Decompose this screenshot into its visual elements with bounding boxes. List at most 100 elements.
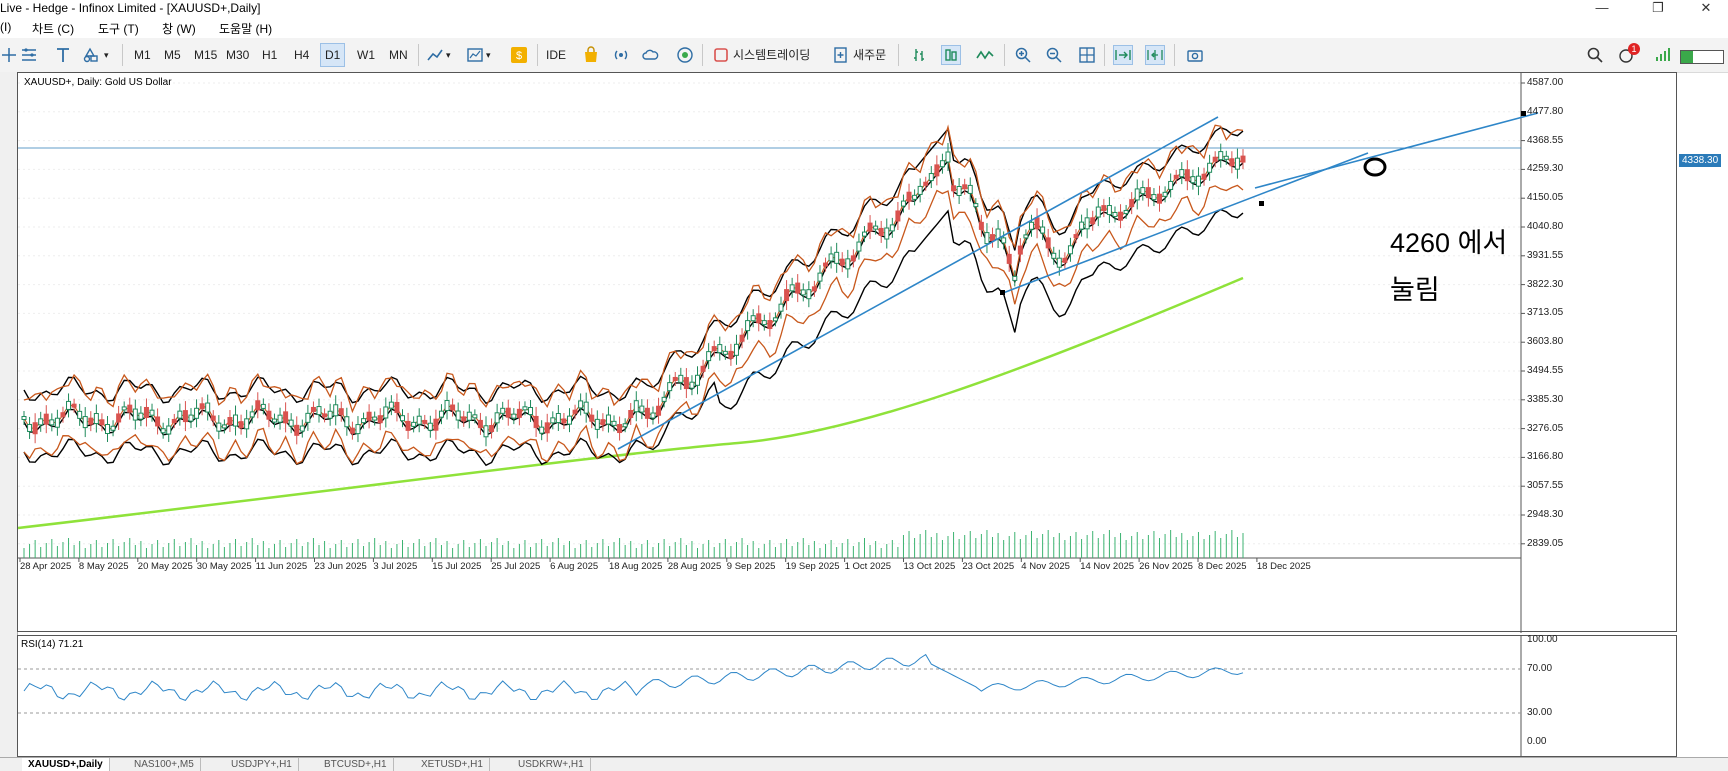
screenshot-icon[interactable] xyxy=(1186,46,1204,64)
chart-shift-icon[interactable] xyxy=(1145,45,1165,65)
candle-body xyxy=(93,413,99,425)
candle-body xyxy=(555,413,561,424)
candle-body xyxy=(210,415,216,421)
candle-body xyxy=(1151,194,1157,201)
candle-body xyxy=(934,164,940,177)
timeframe-m5[interactable]: M5 xyxy=(164,48,181,62)
candle-body xyxy=(1201,173,1207,180)
ide-button[interactable]: IDE xyxy=(546,48,567,62)
candle-body xyxy=(1079,221,1085,230)
candle-body xyxy=(77,410,83,419)
candle-body xyxy=(722,350,728,355)
crosshair-icon[interactable] xyxy=(0,46,18,64)
menu-item-insert[interactable]: (I) xyxy=(0,20,12,34)
toolbar: ▾ M1 M5 M15 M30 H1 H4 D1 W1 MN ▾ ▾ $ IDE… xyxy=(0,38,1728,73)
chevron-down-icon[interactable]: ▾ xyxy=(486,50,491,60)
timeframe-w1[interactable]: W1 xyxy=(357,48,375,62)
new-order-button[interactable]: 새주문 xyxy=(853,48,887,62)
timeframe-h1[interactable]: H1 xyxy=(262,48,278,62)
candle-body xyxy=(1229,158,1235,167)
candle-body xyxy=(1067,245,1073,255)
vps-icon[interactable] xyxy=(676,46,694,64)
grid-icon[interactable] xyxy=(1078,46,1096,64)
timeframe-d1[interactable]: D1 xyxy=(320,43,346,67)
chart-tab-xetusd[interactable]: XETUSD+,H1 xyxy=(415,758,490,771)
menu-item-chart[interactable]: 차트 (C) xyxy=(32,22,75,36)
signals-icon[interactable] xyxy=(612,46,630,64)
search-icon[interactable] xyxy=(1586,46,1604,64)
timeframe-h4[interactable]: H4 xyxy=(294,48,310,62)
template-icon[interactable] xyxy=(466,46,484,64)
zoom-in-icon[interactable] xyxy=(1014,46,1032,64)
zoom-out-icon[interactable] xyxy=(1045,46,1063,64)
date-axis-label: 4 Nov 2025 xyxy=(1021,561,1070,572)
candle-body xyxy=(1090,217,1096,225)
candle-body xyxy=(672,376,678,381)
objects-icon[interactable] xyxy=(82,46,100,64)
candle-body xyxy=(1001,237,1007,244)
candles-icon[interactable] xyxy=(941,45,961,65)
menu-item-help[interactable]: 도움말 (H) xyxy=(219,22,273,36)
chart-tab-usdkrw[interactable]: USDKRW+,H1 xyxy=(512,758,591,771)
candle-body xyxy=(466,411,472,421)
text-icon[interactable] xyxy=(54,46,72,64)
shop-icon[interactable] xyxy=(582,46,600,64)
candle-body xyxy=(233,414,239,427)
rsi-panel[interactable]: RSI(14) 71.21 100.00 70.00 30.00 0.00 xyxy=(17,634,1677,758)
menu-item-tools[interactable]: 도구 (T) xyxy=(98,22,139,36)
restore-button[interactable]: ❐ xyxy=(1652,0,1664,15)
new-order-icon[interactable] xyxy=(832,46,850,64)
candle-body xyxy=(650,412,656,419)
chart-tab-btcusd[interactable]: BTCUSD+,H1 xyxy=(318,758,394,771)
timeframe-m1[interactable]: M1 xyxy=(134,48,151,62)
bar-chart-icon[interactable] xyxy=(910,46,928,64)
candle-body xyxy=(767,320,773,330)
candle-body xyxy=(82,416,88,429)
autoscroll-icon[interactable] xyxy=(1113,45,1133,65)
market-icon[interactable]: $ xyxy=(510,46,528,64)
candle-body xyxy=(516,408,522,418)
date-axis-label: 18 Aug 2025 xyxy=(609,561,663,572)
candle-body xyxy=(1140,187,1146,195)
minimize-button[interactable]: — xyxy=(1595,0,1609,15)
notification-icon[interactable] xyxy=(1618,46,1636,64)
chevron-down-icon[interactable]: ▾ xyxy=(104,50,109,60)
left-navigator-strip[interactable] xyxy=(0,72,18,760)
candle-body xyxy=(427,422,433,431)
candle-body xyxy=(661,396,667,402)
candle-body xyxy=(839,258,845,266)
candle-body xyxy=(327,410,333,419)
chevron-down-icon[interactable]: ▾ xyxy=(446,50,451,60)
line-chart-icon[interactable] xyxy=(976,46,994,64)
chart-tab-usdjpy[interactable]: USDJPY+,H1 xyxy=(225,758,299,771)
timeframe-m15[interactable]: M15 xyxy=(194,48,218,62)
chart-area[interactable]: XAUUSD+, Daily: Gold US Dollar 4587.00 44… xyxy=(17,72,1722,758)
candle-body xyxy=(572,409,578,414)
close-button[interactable]: ✕ xyxy=(1700,0,1712,15)
candle-body xyxy=(310,406,316,412)
candle-body xyxy=(1162,191,1168,197)
candle-body xyxy=(283,411,289,424)
algo-trading-button[interactable]: 시스템트레이딩 xyxy=(733,48,811,62)
indicators-icon[interactable] xyxy=(20,46,38,64)
upper-band-line xyxy=(23,124,1244,414)
candle-body xyxy=(305,412,311,423)
chart-type-icon[interactable] xyxy=(426,46,444,64)
candle-body xyxy=(745,320,751,332)
candle-body xyxy=(1129,199,1135,208)
timeframe-m30[interactable]: M30 xyxy=(226,48,250,62)
chart-tab-xauusd[interactable]: XAUUSD+,Daily xyxy=(22,758,110,771)
candle-body xyxy=(1145,187,1151,199)
algo-trading-icon[interactable] xyxy=(712,46,730,64)
date-axis-label: 1 Oct 2025 xyxy=(844,561,892,572)
date-axis-label: 28 Apr 2025 xyxy=(20,561,72,572)
cloud-icon[interactable] xyxy=(642,46,660,64)
candle-body xyxy=(939,160,945,168)
menu-item-window[interactable]: 창 (W) xyxy=(162,22,196,36)
candle-body xyxy=(967,184,973,194)
chart-tab-nas100[interactable]: NAS100+,M5 xyxy=(128,758,201,771)
candle-body xyxy=(194,407,200,419)
price-panel[interactable]: XAUUSD+, Daily: Gold US Dollar 4587.00 44… xyxy=(17,72,1722,633)
timeframe-mn[interactable]: MN xyxy=(389,48,408,62)
trendline-anchor xyxy=(1259,201,1264,206)
